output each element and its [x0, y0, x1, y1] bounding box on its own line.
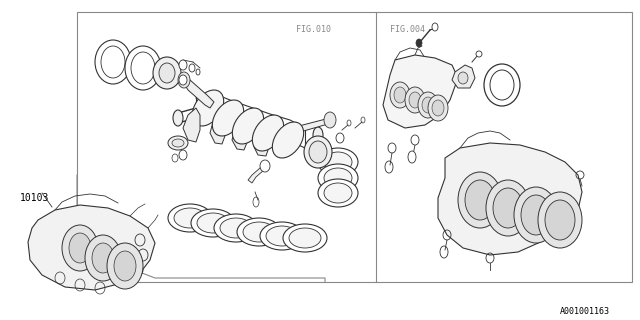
Ellipse shape — [107, 243, 143, 289]
Ellipse shape — [191, 209, 235, 237]
Ellipse shape — [168, 204, 212, 232]
Ellipse shape — [309, 141, 327, 163]
Ellipse shape — [313, 127, 323, 143]
Ellipse shape — [172, 139, 184, 147]
Ellipse shape — [545, 200, 575, 240]
Ellipse shape — [324, 168, 352, 188]
Polygon shape — [183, 79, 214, 108]
Ellipse shape — [153, 57, 181, 89]
Ellipse shape — [408, 151, 416, 163]
Text: FIG.004: FIG.004 — [390, 25, 425, 34]
Ellipse shape — [318, 164, 358, 192]
Ellipse shape — [409, 92, 421, 108]
Polygon shape — [232, 122, 248, 150]
Ellipse shape — [318, 179, 358, 207]
Ellipse shape — [538, 192, 582, 248]
Polygon shape — [254, 130, 269, 156]
Ellipse shape — [212, 100, 244, 136]
Ellipse shape — [173, 110, 183, 126]
Text: FIG.010: FIG.010 — [296, 25, 331, 34]
Ellipse shape — [237, 218, 281, 246]
Ellipse shape — [418, 92, 438, 118]
Ellipse shape — [114, 251, 136, 281]
Ellipse shape — [69, 233, 91, 263]
Ellipse shape — [159, 63, 175, 83]
Ellipse shape — [304, 136, 332, 168]
Ellipse shape — [266, 226, 298, 246]
Ellipse shape — [260, 160, 270, 172]
Ellipse shape — [432, 100, 444, 116]
Ellipse shape — [416, 39, 422, 47]
Ellipse shape — [521, 195, 551, 235]
Ellipse shape — [428, 95, 448, 121]
Ellipse shape — [220, 218, 252, 238]
Text: A001001163: A001001163 — [560, 307, 610, 316]
Ellipse shape — [214, 214, 258, 242]
Ellipse shape — [458, 72, 468, 84]
Polygon shape — [290, 118, 330, 135]
Ellipse shape — [458, 172, 502, 228]
Ellipse shape — [411, 135, 419, 145]
Bar — [77, 12, 632, 282]
Ellipse shape — [324, 112, 336, 128]
Ellipse shape — [405, 87, 425, 113]
Ellipse shape — [174, 208, 206, 228]
Polygon shape — [210, 115, 226, 144]
Ellipse shape — [390, 82, 410, 108]
Polygon shape — [183, 108, 200, 142]
Ellipse shape — [394, 87, 406, 103]
Ellipse shape — [318, 148, 358, 176]
Polygon shape — [383, 55, 458, 128]
Ellipse shape — [484, 64, 520, 106]
Ellipse shape — [324, 183, 352, 203]
Ellipse shape — [493, 188, 523, 228]
Ellipse shape — [131, 52, 155, 84]
Ellipse shape — [85, 235, 121, 281]
Ellipse shape — [260, 222, 304, 250]
Ellipse shape — [422, 97, 434, 113]
Ellipse shape — [168, 136, 188, 150]
Ellipse shape — [197, 213, 229, 233]
Ellipse shape — [476, 51, 482, 57]
Ellipse shape — [62, 225, 98, 271]
Text: 10103: 10103 — [20, 193, 49, 203]
Ellipse shape — [486, 180, 530, 236]
Polygon shape — [452, 65, 475, 88]
Ellipse shape — [490, 70, 514, 100]
Ellipse shape — [324, 152, 352, 172]
Ellipse shape — [193, 90, 223, 126]
Ellipse shape — [243, 222, 275, 242]
Ellipse shape — [179, 75, 187, 85]
Ellipse shape — [92, 243, 114, 273]
Ellipse shape — [178, 72, 190, 88]
Ellipse shape — [196, 69, 200, 75]
Ellipse shape — [252, 115, 284, 151]
Ellipse shape — [283, 224, 327, 252]
Ellipse shape — [273, 122, 303, 158]
Ellipse shape — [101, 46, 125, 78]
Ellipse shape — [232, 108, 264, 144]
Polygon shape — [28, 205, 155, 290]
Ellipse shape — [189, 64, 195, 72]
Ellipse shape — [514, 187, 558, 243]
Ellipse shape — [95, 40, 131, 84]
Ellipse shape — [125, 46, 161, 90]
Ellipse shape — [289, 228, 321, 248]
Ellipse shape — [179, 60, 187, 70]
Ellipse shape — [465, 180, 495, 220]
Polygon shape — [438, 143, 582, 255]
Ellipse shape — [432, 23, 438, 31]
Polygon shape — [248, 165, 267, 183]
